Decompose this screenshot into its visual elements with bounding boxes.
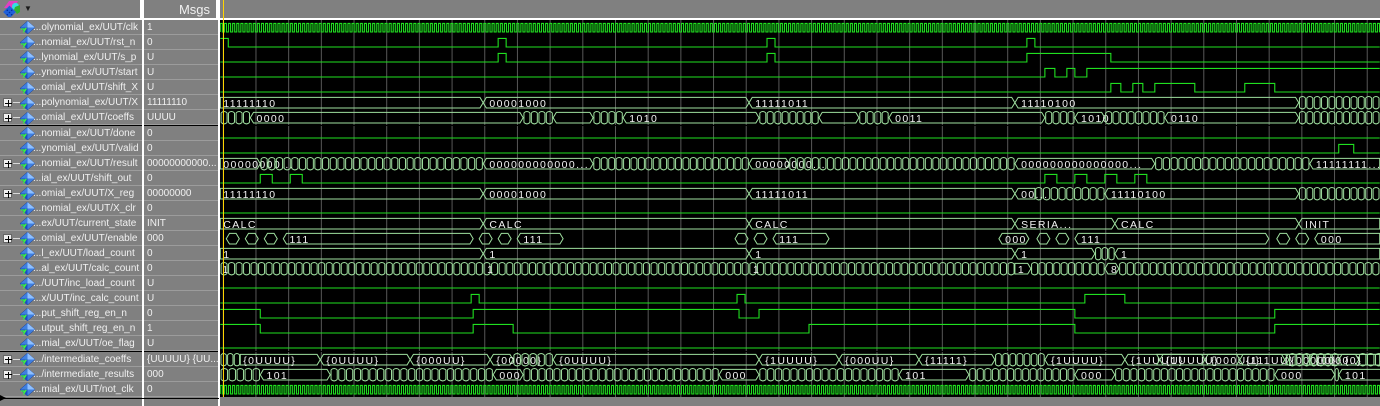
svg-text:0011: 0011: [895, 114, 923, 125]
svg-text:CALC: CALC: [755, 220, 789, 231]
svg-text:8: 8: [1111, 265, 1118, 276]
svg-text:101: 101: [905, 370, 927, 381]
svg-text:11111111...: 11111111...: [1316, 159, 1380, 170]
svg-text:1: 1: [489, 250, 496, 261]
svg-text:11111110: 11111110: [223, 99, 276, 110]
svg-text:000: 000: [1281, 370, 1303, 381]
svg-text:11110100: 11110100: [1021, 99, 1077, 110]
svg-text:CALC: CALC: [1121, 220, 1155, 231]
svg-text:1: 1: [755, 250, 762, 261]
svg-text:111: 111: [289, 235, 309, 246]
svg-text:{00000}: {00000}: [1316, 355, 1362, 366]
svg-text:1010: 1010: [629, 114, 658, 125]
svg-text:{11111}: {11111}: [925, 355, 968, 366]
svg-text:CALC: CALC: [489, 220, 523, 231]
svg-text:{0UUUU}: {0UUUU}: [243, 355, 296, 366]
svg-text:00001000: 00001000: [489, 99, 547, 110]
svg-text:11111110: 11111110: [223, 189, 276, 200]
svg-text:000: 000: [725, 370, 747, 381]
svg-text:1: 1: [223, 250, 230, 261]
svg-text:00000000...: 00000000...: [223, 159, 294, 170]
svg-text:11111011: 11111011: [755, 189, 809, 200]
svg-text:111: 111: [523, 235, 543, 246]
svg-text:CALC: CALC: [223, 220, 257, 231]
svg-text:{0UUUU}: {0UUUU}: [326, 355, 379, 366]
svg-text:{0UUUU}: {0UUUU}: [559, 355, 612, 366]
svg-text:1: 1: [1018, 265, 1025, 276]
svg-text:000: 000: [1005, 235, 1027, 246]
svg-text:00001000: 00001000: [489, 189, 547, 200]
svg-text:0110: 0110: [1171, 114, 1199, 125]
svg-text:1: 1: [1021, 250, 1028, 261]
svg-text:{1UUUU}: {1UUUU}: [1166, 355, 1219, 366]
svg-text:{000UU}: {000UU}: [845, 355, 894, 366]
svg-text:0000: 0000: [256, 114, 285, 125]
svg-text:11111011: 11111011: [755, 99, 809, 110]
svg-text:101: 101: [1345, 370, 1367, 381]
svg-text:INIT: INIT: [1305, 220, 1330, 231]
svg-text:1: 1: [1121, 250, 1128, 261]
svg-text:000000000000000...: 000000000000000...: [1021, 159, 1142, 170]
svg-text:111: 111: [1081, 235, 1101, 246]
svg-text:1: 1: [753, 265, 760, 276]
svg-text:101: 101: [266, 370, 288, 381]
svg-text:SERIA...: SERIA...: [1021, 220, 1072, 231]
svg-text:{1UUUU}: {1UUUU}: [1051, 355, 1104, 366]
svg-text:{000UU}: {000UU}: [416, 355, 465, 366]
svg-text:11110100: 11110100: [1111, 189, 1167, 200]
svg-text:1: 1: [487, 265, 494, 276]
svg-text:000000000000...: 000000000000...: [489, 159, 589, 170]
svg-text:000: 000: [1321, 235, 1343, 246]
svg-text:000: 000: [499, 370, 521, 381]
svg-text:{1UUUU}: {1UUUU}: [765, 355, 818, 366]
svg-text:{111UU}: {111UU}: [1246, 355, 1294, 366]
svg-text:000: 000: [1081, 370, 1103, 381]
svg-text:111: 111: [779, 235, 799, 246]
